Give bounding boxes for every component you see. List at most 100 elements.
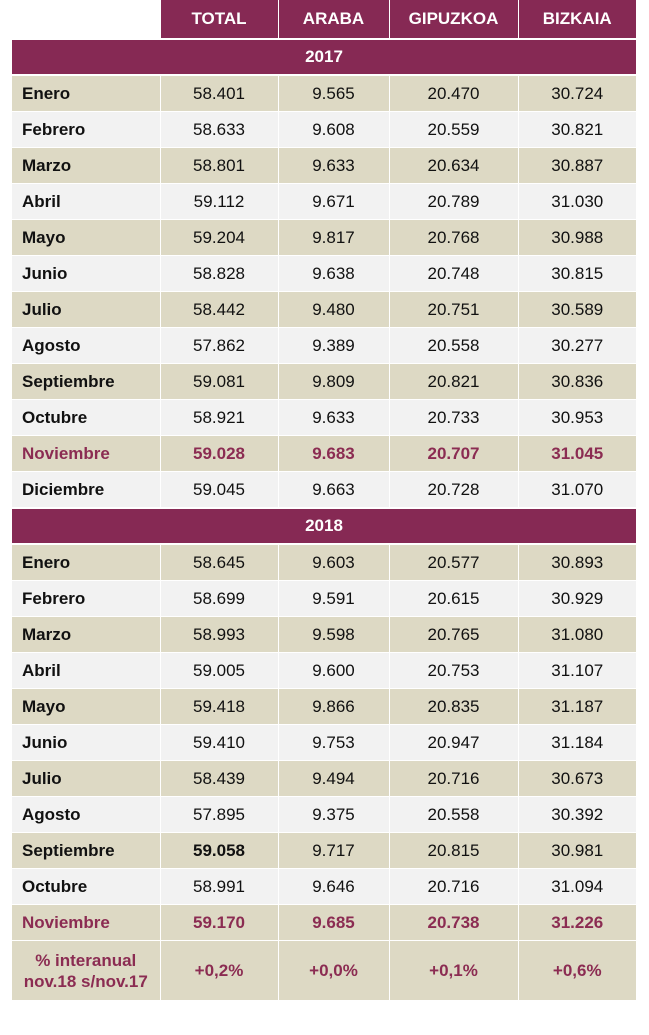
- araba-cell: 9.603: [278, 543, 390, 581]
- gipuzkoa-cell: 20.577: [389, 543, 519, 581]
- month-label: Octubre: [12, 399, 161, 436]
- table-row: Mayo 59.204 9.817 20.768 30.988: [12, 219, 636, 256]
- total-cell: 59.204: [160, 219, 279, 256]
- araba-cell: 9.565: [278, 74, 390, 112]
- bizkaia-cell: 30.724: [518, 74, 636, 112]
- total-cell: 58.699: [160, 580, 279, 617]
- araba-cell: 9.866: [278, 688, 390, 725]
- table-row: Noviembre 59.028 9.683 20.707 31.045: [12, 435, 636, 472]
- gipuzkoa-cell: 20.559: [389, 111, 519, 148]
- bizkaia-cell: 30.893: [518, 543, 636, 581]
- month-label: Noviembre: [12, 435, 161, 472]
- table-row: Mayo 59.418 9.866 20.835 31.187: [12, 688, 636, 725]
- araba-cell: 9.494: [278, 760, 390, 797]
- gipuzkoa-cell: 20.751: [389, 291, 519, 328]
- month-label: Junio: [12, 724, 161, 761]
- month-label: Enero: [12, 543, 161, 581]
- month-label: Mayo: [12, 219, 161, 256]
- gipuzkoa-cell: 20.634: [389, 147, 519, 184]
- table-row: Abril 59.112 9.671 20.789 31.030: [12, 183, 636, 220]
- bizkaia-cell: 30.929: [518, 580, 636, 617]
- araba-cell: 9.685: [278, 904, 390, 941]
- bizkaia-cell: 30.981: [518, 832, 636, 869]
- bizkaia-cell: 31.094: [518, 868, 636, 905]
- bizkaia-cell: 30.887: [518, 147, 636, 184]
- bizkaia-cell: 31.070: [518, 471, 636, 508]
- araba-cell: 9.608: [278, 111, 390, 148]
- gipuzkoa-cell: 20.716: [389, 760, 519, 797]
- bizkaia-cell: 31.187: [518, 688, 636, 725]
- gipuzkoa-cell: 20.470: [389, 74, 519, 112]
- table-row: Marzo 58.801 9.633 20.634 30.887: [12, 147, 636, 184]
- gipuzkoa-cell: 20.947: [389, 724, 519, 761]
- month-label: Marzo: [12, 616, 161, 653]
- bizkaia-cell: 30.821: [518, 111, 636, 148]
- table-row: Febrero 58.699 9.591 20.615 30.929: [12, 580, 636, 617]
- month-label: Marzo: [12, 147, 161, 184]
- month-label: Mayo: [12, 688, 161, 725]
- gipuzkoa-cell: 20.815: [389, 832, 519, 869]
- month-label: Junio: [12, 255, 161, 292]
- bizkaia-cell: 31.080: [518, 616, 636, 653]
- footer-label: % interanual nov.18 s/nov.17: [12, 940, 161, 1000]
- total-cell: 59.005: [160, 652, 279, 689]
- total-cell: 58.828: [160, 255, 279, 292]
- araba-cell: 9.717: [278, 832, 390, 869]
- araba-cell: 9.375: [278, 796, 390, 833]
- table-row: Febrero 58.633 9.608 20.559 30.821: [12, 111, 636, 148]
- month-label: Febrero: [12, 580, 161, 617]
- gipuzkoa-cell: 20.738: [389, 904, 519, 941]
- gipuzkoa-cell: 20.753: [389, 652, 519, 689]
- total-cell: 58.993: [160, 616, 279, 653]
- bizkaia-cell: 31.226: [518, 904, 636, 941]
- month-label: Agosto: [12, 796, 161, 833]
- araba-cell: 9.600: [278, 652, 390, 689]
- footer-bizkaia: +0,6%: [518, 940, 636, 1000]
- month-label: Septiembre: [12, 363, 161, 400]
- header-total: TOTAL: [160, 0, 279, 39]
- gipuzkoa-cell: 20.558: [389, 796, 519, 833]
- bizkaia-cell: 31.045: [518, 435, 636, 472]
- gipuzkoa-cell: 20.748: [389, 255, 519, 292]
- table-row: Junio 59.410 9.753 20.947 31.184: [12, 724, 636, 761]
- bizkaia-cell: 31.030: [518, 183, 636, 220]
- total-cell: 58.439: [160, 760, 279, 797]
- table-row: Octubre 58.991 9.646 20.716 31.094: [12, 868, 636, 905]
- table-row: Enero 58.645 9.603 20.577 30.893: [12, 543, 636, 581]
- table-body: 2017 Enero 58.401 9.565 20.470 30.724 Febrero 5…: [12, 38, 636, 1000]
- araba-cell: 9.633: [278, 399, 390, 436]
- year-label: 2018: [12, 507, 636, 545]
- bizkaia-cell: 30.673: [518, 760, 636, 797]
- gipuzkoa-cell: 20.835: [389, 688, 519, 725]
- total-cell: 58.991: [160, 868, 279, 905]
- total-cell: 59.418: [160, 688, 279, 725]
- gipuzkoa-cell: 20.768: [389, 219, 519, 256]
- gipuzkoa-cell: 20.707: [389, 435, 519, 472]
- total-cell: 58.801: [160, 147, 279, 184]
- table-row: Octubre 58.921 9.633 20.733 30.953: [12, 399, 636, 436]
- araba-cell: 9.633: [278, 147, 390, 184]
- table-row: Agosto 57.862 9.389 20.558 30.277: [12, 327, 636, 364]
- month-label: Julio: [12, 291, 161, 328]
- araba-cell: 9.646: [278, 868, 390, 905]
- table-row: Marzo 58.993 9.598 20.765 31.080: [12, 616, 636, 653]
- month-label: Noviembre: [12, 904, 161, 941]
- bizkaia-cell: 30.815: [518, 255, 636, 292]
- araba-cell: 9.638: [278, 255, 390, 292]
- bizkaia-cell: 30.953: [518, 399, 636, 436]
- bizkaia-cell: 30.988: [518, 219, 636, 256]
- month-label: Enero: [12, 74, 161, 112]
- total-cell: 59.410: [160, 724, 279, 761]
- gipuzkoa-cell: 20.558: [389, 327, 519, 364]
- total-cell: 58.401: [160, 74, 279, 112]
- total-cell: 58.645: [160, 543, 279, 581]
- araba-cell: 9.389: [278, 327, 390, 364]
- total-cell: 59.058: [160, 832, 279, 869]
- araba-cell: 9.598: [278, 616, 390, 653]
- bizkaia-cell: 30.836: [518, 363, 636, 400]
- gipuzkoa-cell: 20.716: [389, 868, 519, 905]
- footer-label-line2: nov.18 s/nov.17: [23, 971, 148, 991]
- table-row: Junio 58.828 9.638 20.748 30.815: [12, 255, 636, 292]
- month-label: Agosto: [12, 327, 161, 364]
- bizkaia-cell: 30.392: [518, 796, 636, 833]
